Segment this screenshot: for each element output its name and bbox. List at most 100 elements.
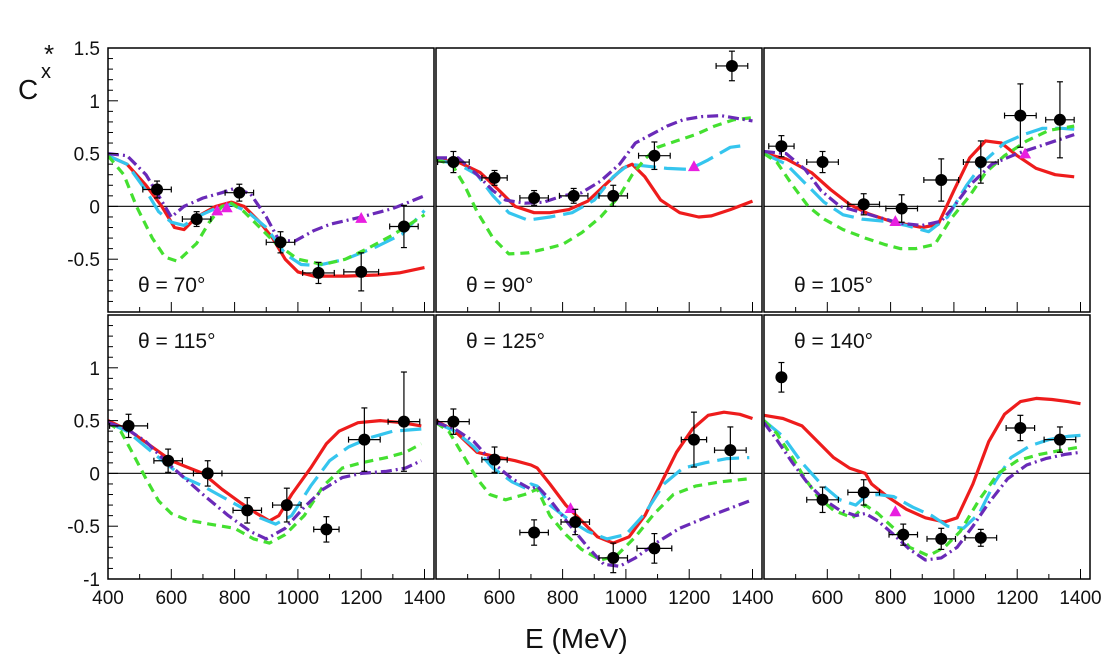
panel-plot-area xyxy=(436,408,762,574)
x-tick-label: 1200 xyxy=(996,588,1038,609)
data-point xyxy=(806,150,839,174)
curve-purple xyxy=(436,114,753,205)
data-point xyxy=(142,180,172,199)
curve-green xyxy=(436,116,753,256)
data-point xyxy=(888,523,919,546)
x-tick-label: 600 xyxy=(811,588,843,609)
curve-purple xyxy=(764,421,1081,562)
data-marker xyxy=(151,183,164,196)
data-marker xyxy=(1014,109,1027,122)
panel-angle-label: θ = 125° xyxy=(466,330,545,353)
data-point xyxy=(1003,83,1037,148)
data-point xyxy=(1005,414,1036,442)
data-point xyxy=(962,140,999,184)
data-marker xyxy=(569,515,582,528)
panel-frame xyxy=(763,314,1091,580)
curve-purple xyxy=(108,421,422,541)
panel-plot-area xyxy=(108,152,434,292)
panel-angle-label: θ = 140° xyxy=(794,330,873,353)
panel-frame xyxy=(107,314,435,580)
axes: 1.5 1 0.5 0 -0.5 1 0.5 0 -0.5 -1400 600 800 1000 1200… xyxy=(67,39,1101,609)
data-marker xyxy=(857,198,870,211)
y-tick-label: 1.5 xyxy=(74,39,100,60)
data-marker xyxy=(895,202,908,215)
x-tick-label: 1200 xyxy=(340,588,382,609)
data-point xyxy=(923,158,960,202)
y-axis-title: C x * xyxy=(18,39,54,105)
data-marker xyxy=(358,433,371,446)
x-tick-label: 800 xyxy=(875,588,907,609)
data-marker xyxy=(488,453,501,466)
data-point xyxy=(519,189,549,206)
y-axis-title-subscript: x xyxy=(41,61,51,83)
panel-plot-area xyxy=(436,50,762,256)
panel-1: θ = 70° xyxy=(107,47,435,313)
data-point xyxy=(847,193,881,216)
y-axis-title-main: C xyxy=(18,74,38,105)
data-marker xyxy=(397,415,410,428)
data-point xyxy=(302,261,335,285)
data-point xyxy=(1045,81,1075,159)
data-marker xyxy=(201,467,214,480)
curve-green xyxy=(108,421,423,545)
data-marker xyxy=(241,504,254,517)
x-axis-title: E (MeV) xyxy=(525,623,628,654)
curve-cyan xyxy=(436,421,750,541)
x-tick-label: 1400 xyxy=(731,588,773,609)
panels: θ = 70° θ = 90° θ = 105° θ = 115° θ = 125° θ … xyxy=(107,47,1091,580)
data-point xyxy=(313,516,340,543)
y-tick-label: 1 xyxy=(89,359,100,380)
panel-5: θ = 125° xyxy=(435,314,763,580)
triangle-data-point xyxy=(220,201,233,213)
y-axis-title-superscript: * xyxy=(44,39,54,69)
panel-frame xyxy=(435,314,763,580)
data-marker xyxy=(122,419,135,432)
data-marker xyxy=(488,171,501,184)
data-point xyxy=(768,135,795,158)
data-point xyxy=(436,408,470,435)
panel-frame xyxy=(763,47,1091,313)
data-point xyxy=(637,141,671,171)
data-point xyxy=(192,460,223,487)
x-tick-label: 600 xyxy=(155,588,187,609)
data-marker xyxy=(974,531,987,544)
data-point xyxy=(519,519,549,546)
curve-green xyxy=(764,124,1075,251)
panel-plot-area xyxy=(108,371,434,545)
curve-cyan xyxy=(108,154,426,268)
triangle-data-point xyxy=(211,204,224,216)
data-marker xyxy=(816,493,829,506)
curve-red xyxy=(436,158,754,219)
data-marker xyxy=(190,213,203,226)
triangle-data-point xyxy=(889,215,902,226)
data-marker xyxy=(648,542,661,555)
data-marker xyxy=(528,526,541,539)
panel-angle-label: θ = 90° xyxy=(466,274,533,297)
triangle-data-point xyxy=(889,505,902,517)
data-point xyxy=(1043,426,1077,453)
data-marker xyxy=(974,156,987,169)
y-tick-label: 0.5 xyxy=(74,145,100,166)
y-tick-label: -1 xyxy=(83,570,100,591)
data-marker xyxy=(233,186,246,199)
panel-3: θ = 105° xyxy=(763,47,1091,313)
curve-green xyxy=(108,154,426,267)
data-marker xyxy=(897,528,910,541)
x-tick-label: 800 xyxy=(219,588,251,609)
data-marker xyxy=(935,174,948,186)
triangle-data-point xyxy=(564,502,577,514)
x-tick-label: 600 xyxy=(483,588,515,609)
data-point xyxy=(481,169,508,186)
data-marker xyxy=(1053,433,1066,446)
data-point xyxy=(265,231,296,254)
data-marker xyxy=(280,499,293,512)
curve-purple xyxy=(764,133,1075,227)
data-marker xyxy=(607,189,620,202)
triangle-data-point xyxy=(355,212,368,223)
data-marker xyxy=(528,191,541,204)
data-marker xyxy=(274,236,287,249)
y-tick-label: 0 xyxy=(89,197,100,218)
x-tick-label: 1400 xyxy=(403,588,445,609)
data-point xyxy=(481,446,508,473)
curve-cyan xyxy=(436,143,747,222)
